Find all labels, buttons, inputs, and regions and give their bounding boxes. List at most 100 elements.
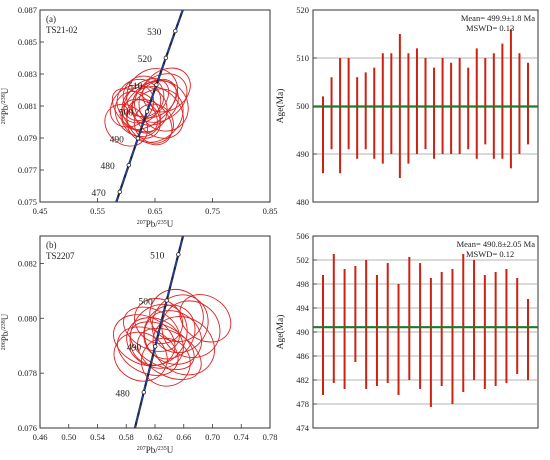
y-tick-label: 482 [296,375,309,385]
y-tick-label: 478 [296,399,309,409]
error-ellipse [123,306,180,352]
x-tick-label: 0.74 [234,432,250,442]
error-ellipse [137,327,202,381]
concordia-age-label: 480 [101,162,116,172]
sample-name: TS2207 [46,251,75,261]
error-ellipse [138,80,189,132]
concordia-age-marker [163,55,169,61]
x-tick-label: 0.55 [90,206,105,216]
x-tick-label: 0.65 [148,206,163,216]
y-tick-label: 0.077 [18,165,37,175]
concordia-age-label: 470 [91,189,106,199]
x-tick-label: 0.50 [61,432,76,442]
y-tick-label: 502 [296,255,309,265]
error-ellipse [121,78,177,130]
concordia-age-marker [176,252,181,257]
y-tick-label: 0.082 [18,258,37,268]
y-tick-label: 0.076 [18,423,37,433]
x-tick-label: 0.85 [263,206,278,216]
y-tick-label: 0.083 [18,69,37,79]
concordia-age-label: 500 [138,297,153,307]
error-ellipse [134,298,184,344]
y-tick-label: 480 [296,197,309,207]
concordia-age-marker [141,390,146,395]
y-tick-label: 0.075 [18,197,37,207]
concordia-age-label: 530 [147,28,162,38]
y-tick-label: 500 [296,101,309,111]
y-tick-label: 0.078 [18,368,37,378]
mswd-annotation: MSWD= 0.13 [466,23,514,33]
concordia-age-marker [154,82,159,87]
panel-label: (b) [46,240,57,250]
error-ellipse [117,326,179,376]
x-tick-label: 0.66 [176,432,191,442]
error-ellipse [161,300,221,359]
error-ellipse [129,303,188,366]
error-ellipse [179,294,232,343]
concordia-age-label: 510 [150,251,165,261]
error-ellipse [142,67,191,113]
y-tick-label: 506 [296,231,309,241]
age-bar-plot-b: 474 478 482 486 490 494 498 502 506 Mean= 490.8±2… [275,231,539,433]
plot-frame [39,9,271,203]
y-tick-label: 0.081 [18,101,37,111]
error-ellipse [149,288,204,343]
y-tick-label: 490 [296,327,309,337]
y-axis-label: Age(Ma) [275,315,286,350]
concordia-age-label: 490 [127,343,142,353]
x-axis-label: 207Pb/235U [137,445,174,455]
concordia-age-marker [152,344,158,349]
concordia-age-marker [117,189,122,195]
y-tick-label: 0.085 [18,37,37,47]
error-ellipse [133,103,174,144]
concordia-plot-a: 470 480 490 500 510 520 530 0.45 0.55 0.65 0.75 0.8… [0,5,278,229]
concordia-age-label: 480 [116,389,131,399]
y-tick-label: 474 [296,423,310,433]
y-tick-label: 0.087 [18,5,37,15]
y-tick-label: 0.079 [18,133,37,143]
x-tick-label: 0.75 [205,206,220,216]
y-tick-label: 490 [296,149,309,159]
concordia-curve [134,236,184,428]
x-tick-label: 0.54 [90,432,106,442]
y-tick-label: 520 [296,5,309,15]
concordia-age-label: 520 [138,55,153,65]
error-ellipse [152,316,215,376]
concordia-age-marker [126,162,131,168]
x-tick-label: 0.70 [205,432,220,442]
mean-annotation: Mean= 490.8±2.05 Ma [457,239,536,249]
mean-annotation: Mean= 499.9±1.8 Ma [461,13,535,23]
y-axis-label: 206Pb/238U [0,87,10,124]
x-tick-label: 0.78 [263,432,278,442]
concordia-age-label: 510 [128,82,143,92]
concordia-plot-b: 480 490 500 510 0.46 0.50 0.54 0.58 0.62 0.66 0.70… [0,235,278,455]
plot-area: 470 480 490 500 510 520 530 [91,10,191,202]
mswd-annotation: MSWD= 0.12 [466,249,514,259]
y-tick-label: 498 [296,279,309,289]
error-ellipse [126,98,173,146]
concordia-age-marker [135,136,141,141]
y-axis-label: 206Pb/238U [0,313,10,350]
concordia-age-label: 500 [119,109,134,119]
sample-name: TS21-02 [46,25,78,35]
x-tick-label: 0.58 [119,432,134,442]
y-tick-label: 494 [296,303,310,313]
error-ellipse [113,314,176,367]
concordia-age-label: 490 [110,135,125,145]
x-tick-label: 0.46 [33,432,48,442]
concordia-age-marker [144,109,150,114]
panel-label: (a) [46,14,56,24]
plot-area: 480 490 500 510 [113,236,232,428]
x-tick-label: 0.45 [33,206,48,216]
y-axis-label: Age(Ma) [275,89,286,124]
concordia-age-marker [164,298,169,303]
y-tick-label: 510 [296,53,309,63]
y-tick-label: 486 [296,351,309,361]
x-axis-label: 207Pb/235U [137,219,174,229]
y-tick-label: 0.080 [18,313,37,323]
concordia-age-marker [173,28,178,34]
x-tick-label: 0.62 [148,432,163,442]
error-ellipse [104,103,149,147]
